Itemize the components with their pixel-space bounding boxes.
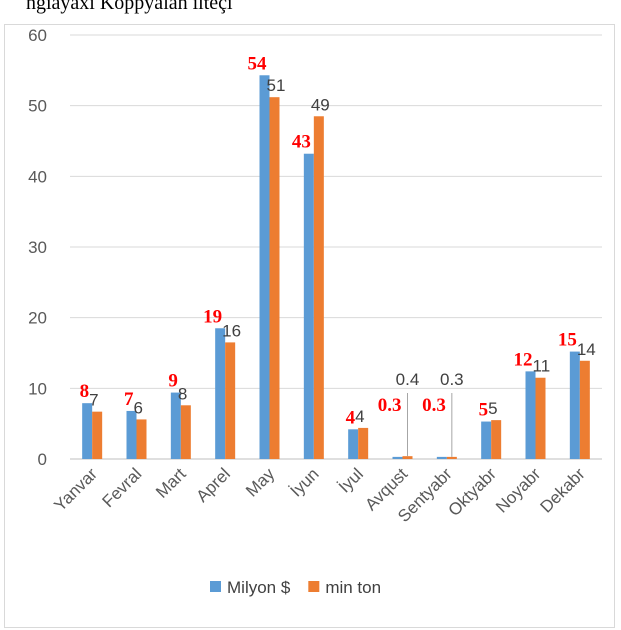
- y-tick-label: 60: [28, 26, 47, 45]
- x-tick-label: Mart: [152, 464, 190, 502]
- bars: [82, 75, 590, 460]
- data-label-ton: 4: [355, 407, 364, 426]
- bar-ton: [269, 97, 280, 459]
- bar-usd: [348, 429, 359, 459]
- legend-label-ton: min ton: [325, 578, 381, 597]
- bar-ton: [136, 419, 147, 459]
- data-label-usd: 9: [168, 371, 178, 392]
- bar-ton: [491, 420, 502, 459]
- data-label-usd: 19: [203, 306, 222, 327]
- bar-usd: [82, 403, 93, 459]
- x-tick-label: May: [242, 464, 278, 500]
- bar-usd: [259, 75, 270, 459]
- data-label-usd: 0.3: [378, 395, 402, 416]
- bar-usd: [481, 421, 492, 459]
- bar-usd: [436, 456, 447, 459]
- x-tick-label: Dekabr: [536, 464, 588, 516]
- data-label-usd: 12: [514, 349, 533, 370]
- y-tick-label: 50: [28, 97, 47, 116]
- top-caption-text: ngiayaxi Koppyalah ilteçi: [26, 0, 233, 14]
- data-label-ton: 5: [488, 399, 497, 418]
- x-tick-label: İyul: [335, 464, 367, 496]
- data-label-usd: 43: [292, 132, 311, 153]
- x-tick-label: Aprel: [192, 464, 233, 505]
- data-label-usd: 5: [479, 400, 489, 421]
- data-label-ton: 16: [222, 321, 241, 340]
- bar-ton: [535, 377, 546, 459]
- data-label-ton: 51: [267, 76, 286, 95]
- legend-swatch-ton: [308, 581, 320, 592]
- bar-ton: [92, 411, 103, 459]
- bar-usd: [215, 328, 226, 459]
- x-tick-label: Noyabr: [492, 464, 544, 516]
- x-tick-label: Fevral: [98, 464, 145, 511]
- data-label-ton: 0.4: [396, 370, 420, 389]
- data-label-ton: 0.3: [440, 370, 464, 389]
- bar-usd: [569, 351, 580, 459]
- data-label-usd: 8: [80, 381, 90, 402]
- legend-swatch-usd: [210, 581, 221, 592]
- data-label-ton: 8: [178, 384, 187, 403]
- bar-ton: [180, 405, 191, 459]
- legend-label-usd: Milyon $: [227, 578, 291, 597]
- bar-usd: [170, 392, 181, 459]
- y-tick-label: 40: [28, 167, 47, 186]
- x-tick-label: Oktyabr: [444, 464, 500, 520]
- bar-ton: [446, 456, 457, 459]
- legend: Milyon $ min ton: [210, 578, 381, 597]
- y-tick-label: 10: [28, 379, 47, 398]
- bar-usd: [303, 153, 314, 459]
- bar-ton: [358, 427, 369, 459]
- y-tick-label: 20: [28, 309, 47, 328]
- bar-ton: [225, 342, 236, 459]
- bar-ton: [579, 360, 590, 459]
- y-axis-ticks: 0 10 20 30 40 50 60: [28, 26, 47, 469]
- x-tick-label: Yanvar: [50, 464, 101, 515]
- bar-ton: [313, 116, 324, 460]
- bar-usd: [392, 456, 403, 459]
- data-label-ton: 7: [89, 391, 98, 410]
- data-label-usd: 0.3: [422, 395, 446, 416]
- data-label-ton: 6: [134, 398, 143, 417]
- data-label-ton: 14: [577, 340, 596, 359]
- data-label-usd: 54: [248, 53, 268, 74]
- gridlines: [70, 34, 602, 460]
- data-label-ton: 49: [311, 95, 330, 114]
- bar-ton: [402, 456, 413, 459]
- bar-usd: [126, 410, 137, 459]
- data-label-ton: 11: [533, 357, 551, 376]
- data-label-usd: 7: [124, 389, 134, 410]
- y-tick-label: 0: [38, 450, 47, 469]
- bar-usd: [525, 371, 536, 459]
- y-tick-label: 30: [28, 238, 47, 257]
- data-label-usd: 15: [558, 330, 577, 351]
- data-label-usd: 4: [346, 407, 356, 428]
- x-tick-label: İyun: [286, 464, 322, 500]
